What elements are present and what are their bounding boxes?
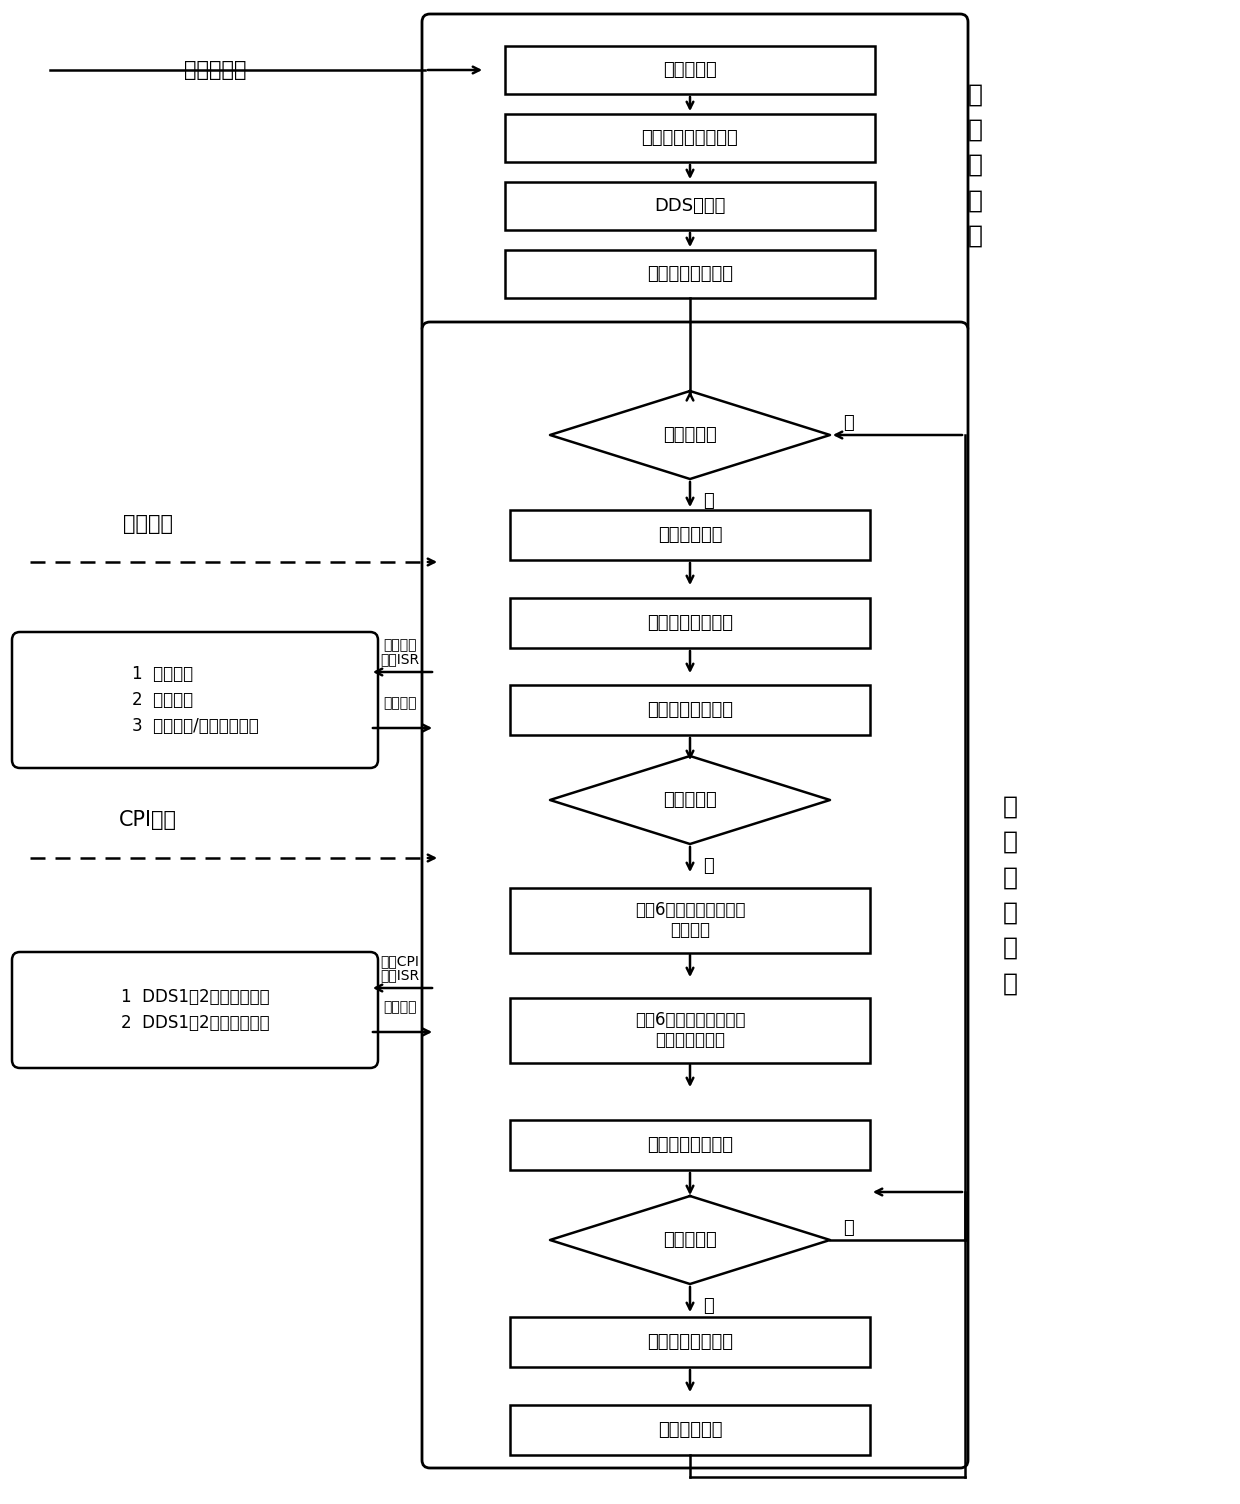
Bar	[505, 47, 875, 93]
Text: 中断返回: 中断返回	[383, 696, 417, 710]
Text: 否: 否	[843, 414, 853, 432]
Text: 变量初始化: 变量初始化	[663, 62, 717, 80]
Text: 1  DDS1、2控制参数计算
2  DDS1、2控制参数设置: 1 DDS1、2控制参数计算 2 DDS1、2控制参数设置	[120, 988, 269, 1032]
Text: 1  接收数据
2  数据解析
3  模拟起始/结束状态管理: 1 接收数据 2 数据解析 3 模拟起始/结束状态管理	[131, 665, 258, 735]
Text: 通信、中断初始化: 通信、中断初始化	[647, 265, 733, 283]
Bar	[505, 250, 875, 298]
Text: 发送仪表控制命令: 发送仪表控制命令	[647, 1136, 733, 1154]
Text: 同时6波束模拟目标回波
幅度计算: 同时6波束模拟目标回波 幅度计算	[635, 901, 745, 940]
Text: 同时6波束模拟目标回波
收发方向图调制: 同时6波束模拟目标回波 收发方向图调制	[635, 1011, 745, 1050]
Text: 模拟结束？: 模拟结束？	[663, 1230, 717, 1248]
Bar	[505, 114, 875, 162]
Text: 模拟目标位置计算: 模拟目标位置计算	[647, 701, 733, 719]
Text: 初
始
化
模
块: 初 始 化 模 块	[967, 83, 982, 248]
FancyBboxPatch shape	[422, 14, 968, 335]
Text: 雷达扫描方位计算: 雷达扫描方位计算	[647, 614, 733, 632]
Text: CPI中断: CPI中断	[119, 811, 177, 830]
Text: 中断ISR: 中断ISR	[381, 653, 419, 666]
Text: 模拟开始？: 模拟开始？	[663, 426, 717, 444]
Text: 模拟时间计算: 模拟时间计算	[657, 526, 722, 544]
Text: 进入CPI: 进入CPI	[381, 954, 419, 969]
Text: 是: 是	[703, 1296, 713, 1314]
Text: 模拟时间清零: 模拟时间清零	[657, 1421, 722, 1439]
FancyBboxPatch shape	[422, 322, 968, 1468]
Text: 模拟目标参数还原: 模拟目标参数还原	[647, 1333, 733, 1351]
Text: 是: 是	[703, 492, 713, 510]
Text: DDS初始化: DDS初始化	[655, 197, 725, 215]
Bar	[510, 510, 870, 559]
Bar	[505, 182, 875, 230]
Bar	[510, 1120, 870, 1170]
Bar	[510, 599, 870, 648]
Text: 是: 是	[703, 857, 713, 875]
Text: 是否交汇？: 是否交汇？	[663, 791, 717, 809]
Text: 模拟目标参数初始化: 模拟目标参数初始化	[641, 129, 738, 147]
Text: 进入串口: 进入串口	[383, 638, 417, 653]
Bar	[510, 1405, 870, 1454]
FancyBboxPatch shape	[12, 952, 378, 1068]
Text: 上电或重启: 上电或重启	[184, 60, 247, 80]
Bar	[510, 887, 870, 952]
Bar	[510, 997, 870, 1062]
Bar	[510, 684, 870, 735]
Bar	[510, 1318, 870, 1367]
FancyBboxPatch shape	[12, 632, 378, 769]
Text: 循
环
执
行
模
块: 循 环 执 行 模 块	[1002, 794, 1018, 996]
Text: 串口中断: 串口中断	[123, 514, 174, 534]
Text: 否: 否	[843, 1220, 853, 1236]
Text: 中断返回: 中断返回	[383, 1000, 417, 1014]
Text: 中断ISR: 中断ISR	[381, 969, 419, 982]
